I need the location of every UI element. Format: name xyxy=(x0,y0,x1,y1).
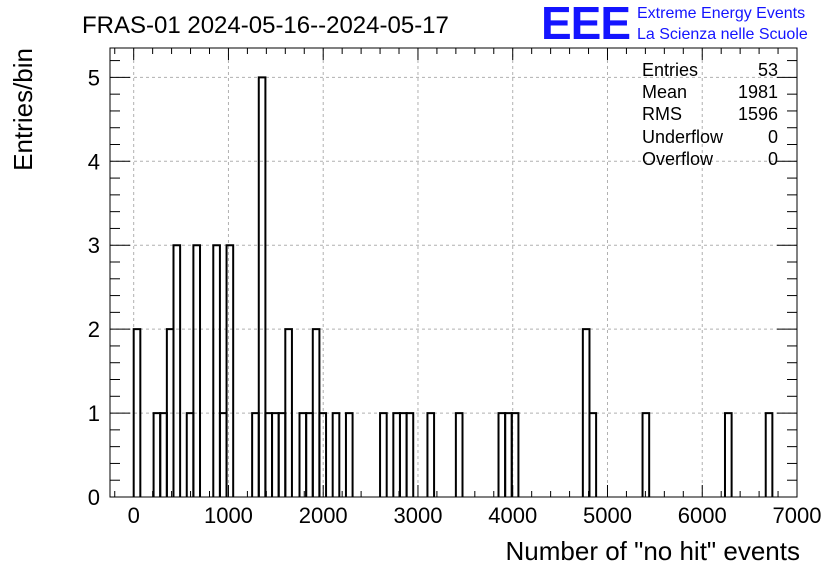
stat-underflow-label: Underflow xyxy=(642,127,724,147)
x-tick-label: 3000 xyxy=(393,503,442,528)
x-tick-label: 2000 xyxy=(299,503,348,528)
stat-underflow-value: 0 xyxy=(768,127,778,147)
y-tick-label: 2 xyxy=(88,317,100,342)
y-tick-label: 5 xyxy=(88,65,100,90)
stat-rms-label: RMS xyxy=(642,104,682,124)
plot-frame xyxy=(109,47,798,498)
histogram-bin xyxy=(212,244,221,497)
histogram-bin xyxy=(331,412,341,497)
histogram-bin xyxy=(588,412,598,497)
histogram-bin xyxy=(426,412,436,497)
stat-overflow-label: Overflow xyxy=(642,149,714,169)
histogram-bin xyxy=(172,244,182,497)
stat-rms-value: 1596 xyxy=(738,104,778,124)
histogram-bins xyxy=(132,76,774,497)
x-tick-label: 1000 xyxy=(204,503,253,528)
y-tick-label: 4 xyxy=(88,149,100,174)
logo-line-1: Extreme Energy Events xyxy=(637,5,805,22)
y-tick-label: 3 xyxy=(88,233,100,258)
y-axis-title: Entries/bin xyxy=(8,48,38,171)
logo-line-2: La Scienza nelle Scuole xyxy=(637,26,808,43)
stat-entries-label: Entries xyxy=(642,60,698,80)
histogram-bin xyxy=(379,412,388,497)
axis-ticks xyxy=(110,48,798,498)
stat-entries-value: 53 xyxy=(758,60,778,80)
histogram-bin xyxy=(132,328,142,497)
eee-logo: EEE Extreme Energy Events La Scienza nel… xyxy=(541,0,808,49)
histogram-bin xyxy=(318,412,328,497)
stat-mean-label: Mean xyxy=(642,82,687,102)
histogram-bin xyxy=(225,244,235,497)
x-tick-label: 6000 xyxy=(678,503,727,528)
x-tick-label: 5000 xyxy=(583,503,632,528)
histogram-bin xyxy=(257,76,267,497)
eee-logo-mark: EEE xyxy=(541,0,630,49)
histogram-bin xyxy=(454,412,464,497)
histogram-bin xyxy=(344,412,354,497)
histogram-bin xyxy=(723,412,733,497)
histogram-bin xyxy=(192,244,202,497)
x-tick-label: 0 xyxy=(128,503,140,528)
histogram-bin xyxy=(641,412,651,497)
x-tick-label: 4000 xyxy=(488,503,537,528)
grid xyxy=(110,48,798,497)
x-axis-title: Number of "no hit" events xyxy=(506,536,801,566)
y-tick-label: 0 xyxy=(88,485,100,510)
x-tick-label: 7000 xyxy=(773,503,822,528)
stat-overflow-value: 0 xyxy=(768,149,778,169)
tick-labels: 0 1000 2000 3000 4000 5000 6000 7000 0 1 2 3 4 5 xyxy=(88,65,822,528)
histogram-bin xyxy=(764,412,774,497)
histogram-bin xyxy=(284,328,293,497)
histogram-bin xyxy=(510,412,520,497)
stat-mean-value: 1981 xyxy=(738,82,778,102)
histogram-bin xyxy=(405,412,415,497)
chart-title: FRAS-01 2024-05-16--2024-05-17 xyxy=(82,12,449,39)
y-tick-label: 1 xyxy=(88,401,100,426)
stats-box: Entries 53 Mean 1981 RMS 1596 Underflow … xyxy=(642,60,778,169)
